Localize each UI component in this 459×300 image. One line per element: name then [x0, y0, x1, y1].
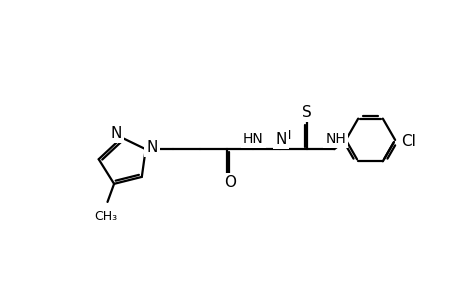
Text: N: N — [275, 132, 286, 147]
Text: Cl: Cl — [400, 134, 415, 148]
Text: HN: HN — [242, 132, 263, 146]
Text: O: O — [224, 175, 236, 190]
Text: N: N — [111, 125, 122, 140]
Text: N: N — [146, 140, 157, 155]
Text: NH: NH — [325, 132, 346, 146]
Text: S: S — [302, 105, 312, 120]
Text: H: H — [281, 129, 291, 142]
Text: CH₃: CH₃ — [94, 210, 117, 223]
